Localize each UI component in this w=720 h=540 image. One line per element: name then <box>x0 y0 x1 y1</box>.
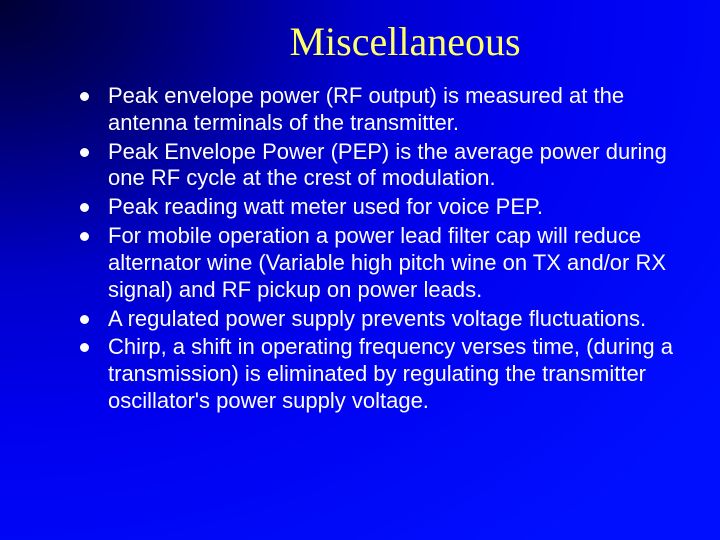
list-item: Chirp, a shift in operating frequency ve… <box>80 334 680 414</box>
slide: Miscellaneous Peak envelope power (RF ou… <box>0 0 720 540</box>
list-item: For mobile operation a power lead filter… <box>80 223 680 303</box>
list-item: Peak envelope power (RF output) is measu… <box>80 83 680 137</box>
list-item: Peak reading watt meter used for voice P… <box>80 194 680 221</box>
list-item: Peak Envelope Power (PEP) is the average… <box>80 139 680 193</box>
list-item: A regulated power supply prevents voltag… <box>80 306 680 333</box>
bullet-list: Peak envelope power (RF output) is measu… <box>30 83 690 415</box>
slide-title: Miscellaneous <box>30 18 690 65</box>
